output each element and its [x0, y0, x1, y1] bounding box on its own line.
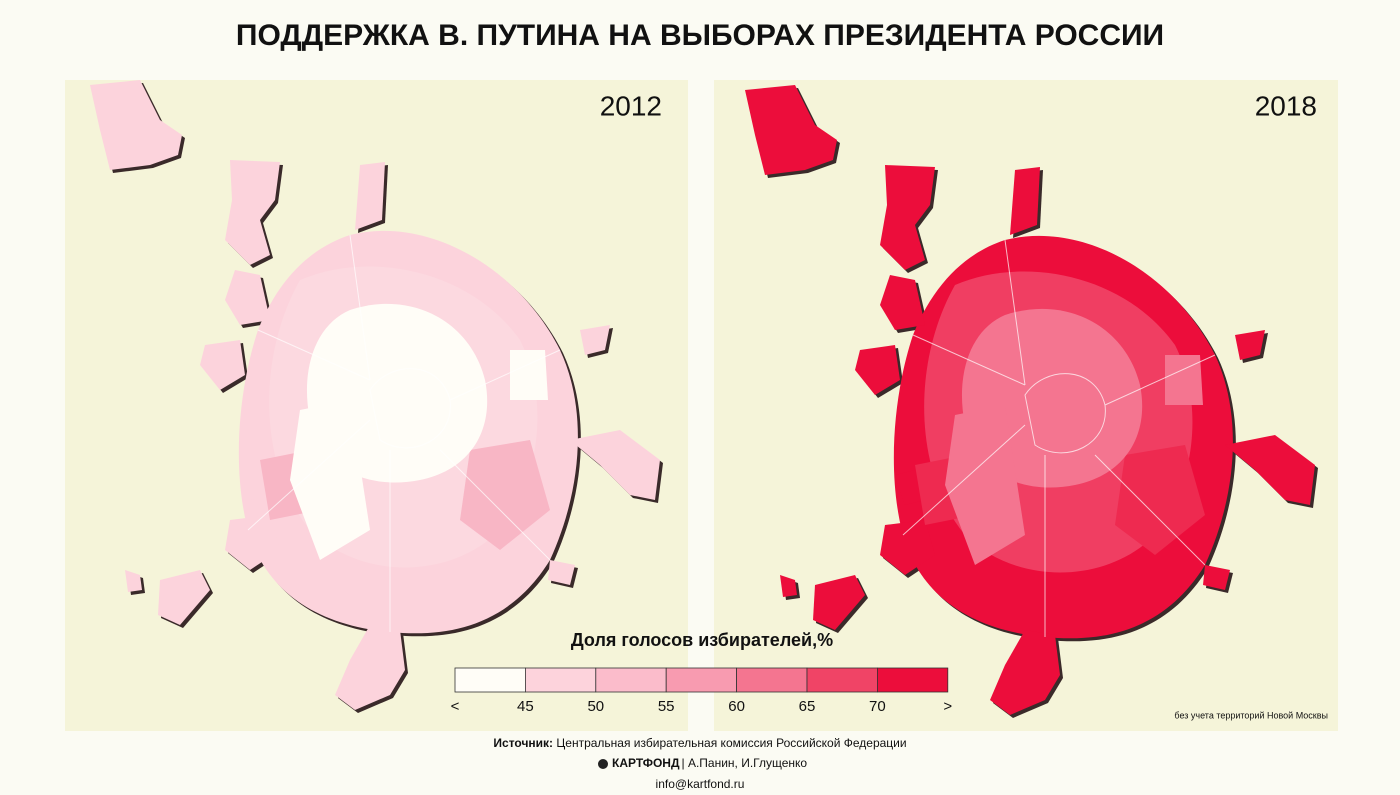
legend: <45 50 55 60 65 70 >: [451, 667, 952, 715]
legend-label: 50: [587, 698, 604, 715]
legend-label: 60: [728, 698, 745, 715]
year: 2012: [600, 90, 662, 121]
note: без учета территорий Новой Москвы: [1174, 710, 1328, 720]
legend-label: <: [451, 698, 460, 715]
legend-swatch: [454, 667, 526, 693]
legend-title: Доля голосов избирателей,%: [571, 630, 833, 650]
title: ПОДДЕРЖКА В. ПУТИНА НА ВЫБОРАХ ПРЕЗИДЕНТ…: [236, 19, 1164, 52]
legend-swatch: [665, 667, 738, 693]
legend-swatch: [525, 667, 597, 693]
credits: КАРТФОНД | А.Панин, И.Глущенко: [612, 756, 807, 770]
legend-swatch: [806, 667, 878, 693]
legend-label: 65: [799, 698, 816, 715]
logo: [598, 759, 608, 769]
email: info@kartfond.ru: [656, 777, 745, 791]
brand: КАРТФОНД: [612, 756, 680, 770]
legend-label: 55: [658, 698, 675, 715]
legend-label: 45: [517, 698, 534, 715]
authors: | А.Панин, И.Глущенко: [682, 756, 808, 770]
legend-label: >: [943, 698, 952, 715]
year: 2018: [1255, 90, 1317, 121]
legend-label: 70: [869, 698, 886, 715]
source-text: Центральная избирательная комиссия Росси…: [556, 736, 906, 750]
legend-swatch: [736, 667, 808, 693]
legend-swatch: [877, 667, 949, 693]
source-label: Источник:: [493, 736, 553, 750]
legend-swatch: [595, 667, 667, 693]
source: Источник: Центральная избирательная коми…: [493, 736, 906, 750]
